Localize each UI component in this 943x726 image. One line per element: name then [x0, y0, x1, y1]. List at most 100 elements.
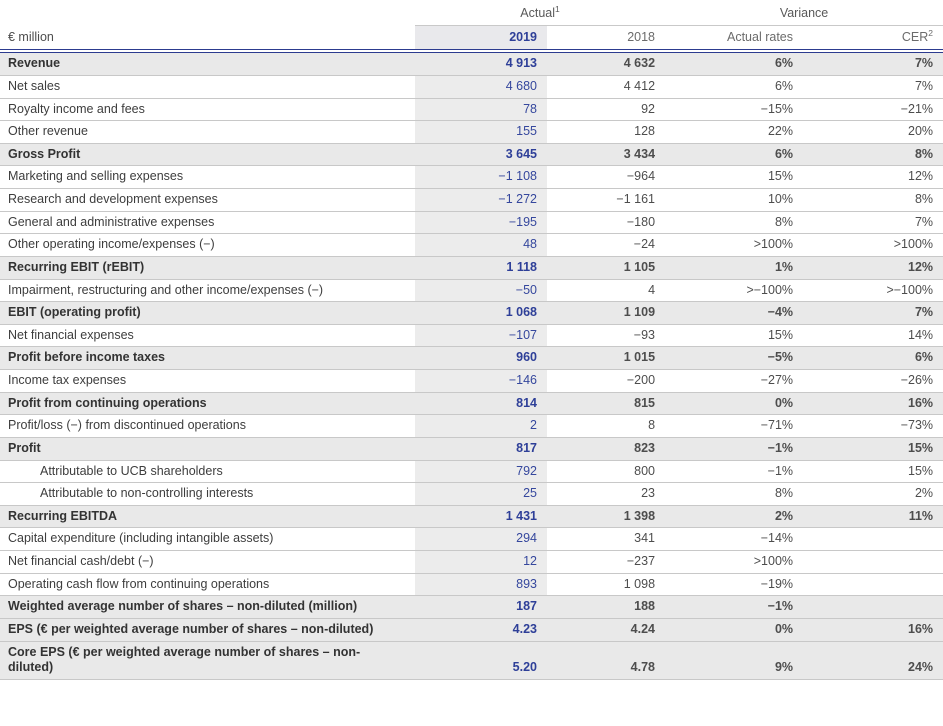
table-row: Recurring EBITDA 1 431 1 398 2% 11%: [0, 505, 943, 528]
row-label: Net financial cash/debt (−): [8, 554, 154, 568]
value-2019: 155: [415, 120, 547, 144]
value-cer: 12%: [908, 259, 934, 274]
value-cer: 14%: [908, 327, 934, 342]
value-cer: 11%: [908, 508, 934, 523]
value-2018: −24: [633, 237, 656, 252]
value-2018: −1 161: [616, 192, 656, 206]
table-row: Impairment, restructuring and other inco…: [0, 279, 943, 302]
value-2018: 4: [648, 282, 656, 297]
table-row: Core EPS (€ per weighted average number …: [0, 641, 943, 680]
table-row: Profit/loss (−) from discontinued operat…: [0, 414, 943, 438]
group-header-spacer: [0, 4, 415, 25]
row-label: Impairment, restructuring and other inco…: [8, 282, 324, 297]
value-2019: 25: [415, 482, 547, 506]
value-cer: 7%: [914, 305, 934, 320]
value-2018: −200: [626, 373, 656, 387]
value-2019: 3 645: [505, 146, 537, 161]
column-header-2018: 2018: [547, 25, 666, 54]
row-label: Revenue: [8, 56, 61, 71]
value-cer: 7%: [914, 214, 934, 229]
value-2018: 8: [648, 418, 656, 433]
value-actual-rates: 1%: [774, 259, 794, 274]
row-label: Profit before income taxes: [8, 350, 165, 365]
footnote-1-marker: 1: [555, 4, 560, 14]
value-cer: −26%: [900, 373, 934, 387]
value-2019: 1 118: [506, 259, 537, 274]
value-2018: −964: [626, 169, 656, 184]
table-row: Gross Profit 3 645 3 434 6% 8%: [0, 143, 943, 166]
value-2019: 814: [516, 395, 537, 410]
value-cer: −73%: [900, 418, 934, 433]
table-row: Net financial cash/debt (−) 12 −237 >100%: [0, 550, 943, 574]
value-cer: 15%: [908, 440, 934, 455]
value-2018: 1 098: [623, 576, 656, 591]
value-2019: 1 068: [505, 305, 537, 320]
value-2018: 823: [634, 440, 656, 455]
table-body: Revenue 4 913 4 632 6% 7% Net sales 4 680 4 412…: [0, 51, 943, 680]
value-cer: 24%: [908, 660, 934, 675]
value-2018: −180: [626, 214, 656, 229]
value-actual-rates: −14%: [760, 531, 794, 546]
table-row: Capital expenditure (including intangibl…: [0, 527, 943, 551]
row-label: General and administrative expenses: [8, 214, 215, 229]
row-label: Other revenue: [8, 124, 88, 139]
value-cer: 16%: [908, 621, 934, 636]
value-actual-rates: 6%: [774, 146, 794, 161]
value-2019: −1 272: [415, 188, 547, 212]
table-row: Operating cash flow from continuing oper…: [0, 573, 943, 596]
row-label: Net sales: [8, 78, 61, 93]
value-2019: −1 108: [415, 165, 547, 189]
value-actual-rates: 10%: [767, 192, 794, 206]
value-2019: 960: [516, 350, 537, 365]
value-cer: [803, 551, 943, 574]
group-header-variance: Variance: [665, 4, 943, 26]
value-2019: −50: [415, 279, 547, 302]
value-cer: 8%: [914, 192, 934, 206]
value-2019: 294: [415, 527, 547, 551]
value-2019: 817: [516, 440, 537, 455]
value-2019: 12: [415, 550, 547, 574]
value-2019: 792: [415, 460, 547, 483]
value-2018: 341: [634, 531, 656, 546]
value-2019: 48: [415, 233, 547, 257]
table-row: Recurring EBIT (rEBIT) 1 118 1 105 1% 12%: [0, 256, 943, 279]
value-2019: −107: [415, 324, 547, 347]
value-cer: 6%: [914, 350, 934, 365]
table-row: EBIT (operating profit) 1 068 1 109 −4% 7%: [0, 301, 943, 325]
value-2019: 78: [415, 98, 547, 121]
value-actual-rates: 6%: [774, 78, 794, 93]
table-row: Other revenue 155 128 22% 20%: [0, 120, 943, 144]
row-label: Recurring EBIT (rEBIT): [8, 259, 145, 274]
table-row: Research and development expenses −1 272 −…: [0, 188, 943, 212]
value-actual-rates: −1%: [767, 463, 794, 478]
table-row: Weighted average number of shares – non-…: [0, 595, 943, 619]
table-row: Attributable to non-controlling interest…: [0, 482, 943, 506]
table-row: Net financial expenses −107 −93 15% 14%: [0, 324, 943, 347]
column-header-actual-rates: Actual rates: [665, 25, 804, 54]
value-2019: −146: [415, 369, 547, 393]
value-actual-rates: 8%: [774, 486, 794, 501]
value-actual-rates: 6%: [774, 56, 794, 71]
row-label: Royalty income and fees: [8, 101, 145, 116]
table-row: Income tax expenses −146 −200 −27% −26%: [0, 369, 943, 393]
value-2018: 92: [641, 101, 656, 116]
value-actual-rates: −5%: [767, 350, 794, 365]
row-label: Operating cash flow from continuing oper…: [8, 576, 270, 591]
row-label: Attributable to non-controlling interest…: [40, 486, 254, 501]
value-cer: −21%: [900, 101, 934, 116]
table-row: EPS (€ per weighted average number of sh…: [0, 618, 943, 641]
value-actual-rates: 8%: [774, 214, 794, 229]
value-2019: 4.23: [512, 621, 537, 636]
value-cer: [803, 573, 943, 596]
table-row: Marketing and selling expenses −1 108 −964…: [0, 165, 943, 189]
table-row: General and administrative expenses −195 −…: [0, 211, 943, 234]
value-cer: 12%: [908, 169, 934, 184]
value-2018: 1 109: [623, 305, 656, 320]
value-actual-rates: >100%: [753, 554, 794, 568]
table-row: Net sales 4 680 4 412 6% 7%: [0, 75, 943, 98]
row-label: Other operating income/expenses (−): [8, 237, 215, 252]
value-cer: 16%: [908, 395, 934, 410]
value-actual-rates: 0%: [774, 621, 794, 636]
row-label: EPS (€ per weighted average number of sh…: [8, 621, 374, 636]
row-label: Weighted average number of shares – non-…: [8, 599, 358, 614]
